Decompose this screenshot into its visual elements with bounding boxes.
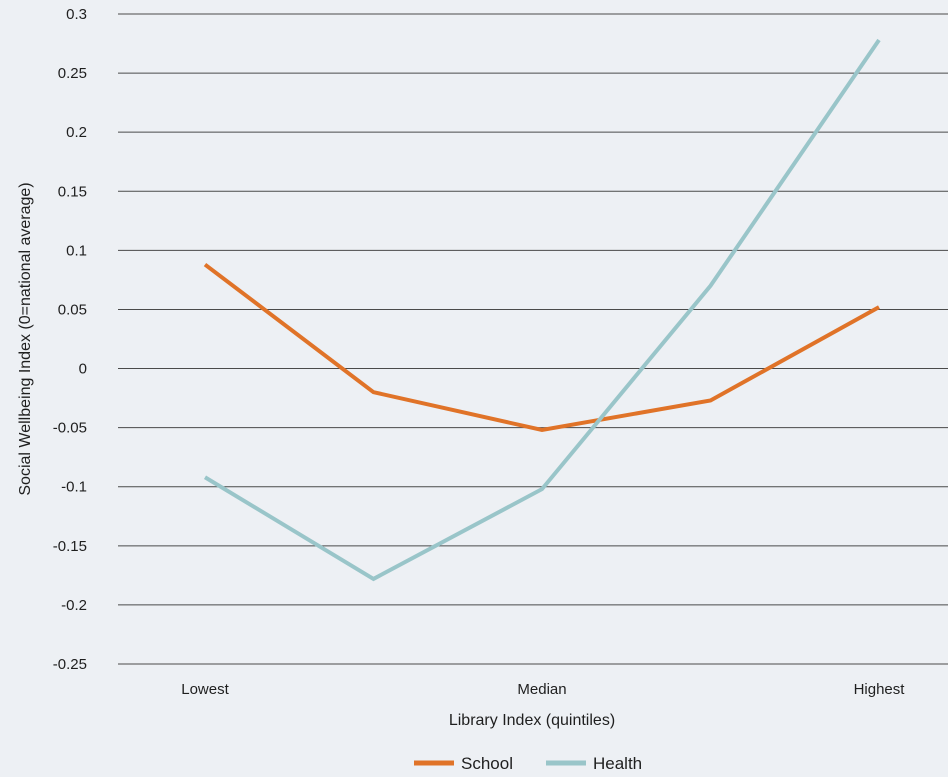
y-tick-label: 0.15 bbox=[58, 183, 87, 200]
y-tick-label: -0.05 bbox=[53, 420, 87, 437]
y-axis-ticks: -0.25 -0.2 -0.15 -0.1 -0.05 0 0.05 0.1 0.15 0.2 0.… bbox=[53, 6, 87, 673]
legend-label-health: Health bbox=[593, 754, 642, 773]
x-axis-title: Library Index (quintiles) bbox=[449, 712, 615, 729]
x-tick-label: Median bbox=[517, 681, 566, 698]
y-tick-label: -0.15 bbox=[53, 538, 87, 555]
series-line-school bbox=[203, 262, 880, 433]
series-lines bbox=[203, 38, 881, 582]
x-axis-ticks: Lowest Median Highest bbox=[181, 681, 905, 698]
y-axis-title: Social Wellbeing Index (0=national avera… bbox=[17, 182, 34, 495]
y-tick-label: 0.25 bbox=[58, 65, 87, 82]
y-tick-label: 0 bbox=[79, 361, 87, 378]
legend: School Health bbox=[414, 754, 642, 773]
legend-label-school: School bbox=[461, 754, 513, 773]
x-tick-label: Highest bbox=[854, 681, 906, 698]
y-tick-label: -0.2 bbox=[61, 597, 87, 614]
y-tick-label: 0.3 bbox=[66, 6, 87, 23]
y-tick-label: 0.1 bbox=[66, 242, 87, 259]
series-line-health bbox=[203, 38, 881, 582]
y-tick-label: 0.2 bbox=[66, 124, 87, 141]
x-tick-label: Lowest bbox=[181, 681, 229, 698]
y-tick-label: -0.1 bbox=[61, 479, 87, 496]
y-tick-label: 0.05 bbox=[58, 301, 87, 318]
y-tick-label: -0.25 bbox=[53, 656, 87, 673]
